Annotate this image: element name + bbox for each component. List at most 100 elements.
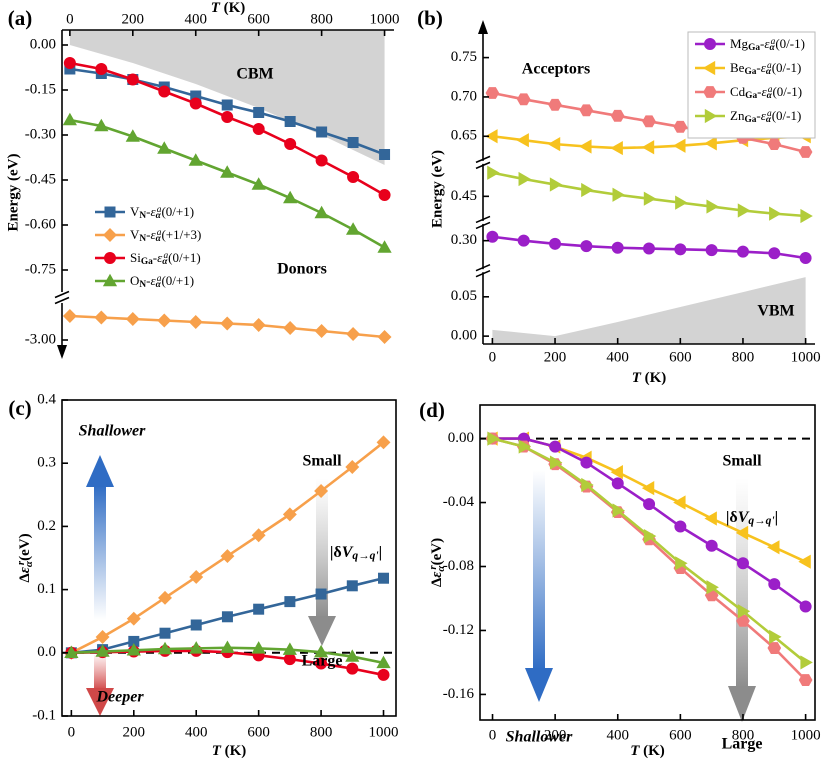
marker: [549, 440, 562, 453]
marker: [345, 460, 360, 474]
marker: [767, 540, 780, 555]
legend-label: ZnGa-εαa(0/-1): [730, 108, 801, 125]
marker: [674, 243, 687, 256]
marker: [547, 137, 561, 152]
marker: [220, 316, 235, 331]
marker: [674, 520, 687, 533]
y-tick-label: 0.00: [448, 430, 474, 446]
marker: [768, 578, 781, 591]
marker: [673, 120, 688, 133]
axis-break-gap: [479, 220, 487, 224]
x-tick-label: 400: [184, 11, 207, 27]
marker: [705, 244, 718, 257]
marker: [284, 138, 297, 150]
annotation: Large: [722, 736, 763, 753]
marker: [376, 435, 391, 450]
axis-break-gap: [58, 292, 66, 303]
axis-arrow: [57, 345, 67, 359]
marker: [251, 528, 266, 543]
marker: [283, 190, 298, 204]
marker: [611, 241, 624, 254]
legend-marker: [703, 86, 717, 98]
marker: [641, 140, 655, 155]
x-tick-label: 200: [123, 724, 146, 740]
legend-label: CdGa-εαa(0/-1): [730, 84, 802, 101]
x-tick-label: 800: [732, 349, 755, 365]
marker: [157, 141, 172, 154]
y-tick-label: 0.3: [37, 455, 56, 471]
marker: [346, 580, 358, 592]
y-tick-label: -0.60: [25, 216, 56, 232]
marker: [190, 619, 202, 631]
legend-label: ON-εαa(0/+1): [130, 273, 194, 290]
annotation: |δVq→q'|: [726, 509, 778, 527]
marker: [315, 657, 328, 670]
marker: [612, 503, 626, 518]
axis-break: [54, 296, 70, 305]
marker: [159, 627, 171, 639]
panel-label: (c): [8, 396, 31, 420]
marker: [282, 642, 297, 655]
marker: [315, 588, 327, 600]
panel-label: (d): [419, 398, 445, 422]
marker: [283, 321, 298, 335]
marker: [221, 611, 233, 623]
x-tick-label: 600: [669, 727, 692, 743]
marker: [95, 63, 108, 75]
y-tick-label: 0.75: [451, 49, 477, 65]
marker: [95, 644, 110, 657]
marker: [736, 245, 749, 258]
marker: [347, 171, 360, 183]
marker: [643, 191, 657, 206]
y-tick-label: 0.00: [30, 36, 56, 52]
x-tick-label: 0: [489, 727, 497, 743]
y-tick-label: -0.45: [25, 171, 56, 187]
series-line: [492, 171, 806, 218]
x-tick-label: 0: [66, 11, 74, 27]
marker: [487, 431, 500, 446]
legend-marker: [104, 206, 116, 218]
marker: [220, 165, 235, 178]
marker: [282, 507, 297, 522]
marker: [189, 641, 204, 654]
panel-label: (a): [8, 6, 33, 30]
marker: [126, 611, 141, 626]
x-tick-label: 400: [607, 727, 630, 743]
legend-label: MgGa-εαa(0/-1): [730, 36, 805, 53]
marker: [376, 655, 391, 669]
annotation: Shallower: [79, 423, 146, 440]
plot-frame: [61, 399, 397, 717]
marker: [580, 456, 593, 469]
marker: [704, 511, 717, 526]
annotation: VBM: [757, 303, 794, 320]
axis-break-gap: [479, 160, 487, 164]
axis-arrow: [478, 20, 488, 34]
marker: [516, 93, 531, 106]
marker: [704, 136, 717, 151]
axis-break: [475, 221, 491, 230]
marker: [253, 603, 265, 615]
legend-label: VN-εαa(0/+1): [130, 204, 194, 221]
marker: [314, 205, 329, 219]
marker: [125, 312, 140, 326]
axis-break: [475, 263, 491, 272]
marker: [377, 330, 392, 344]
legend-marker: [704, 108, 718, 124]
y-tick-label: 0.65: [451, 128, 477, 144]
marker: [62, 112, 77, 126]
marker: [314, 324, 329, 338]
panel: 0 200 400 600 800 1000 -0.1 0.0 0.1 0.2 0.3 0.4 T (K…: [8, 391, 398, 759]
marker: [126, 73, 139, 86]
x-tick-label: 200: [544, 349, 567, 365]
legend-label: BeGa-εαa(0/-1): [730, 60, 801, 77]
marker: [737, 604, 751, 619]
marker: [799, 600, 812, 613]
marker: [611, 477, 624, 490]
marker: [283, 653, 296, 666]
marker: [157, 641, 173, 655]
marker: [642, 115, 656, 128]
marker: [581, 477, 594, 493]
marker: [345, 649, 360, 662]
marker: [549, 237, 562, 250]
